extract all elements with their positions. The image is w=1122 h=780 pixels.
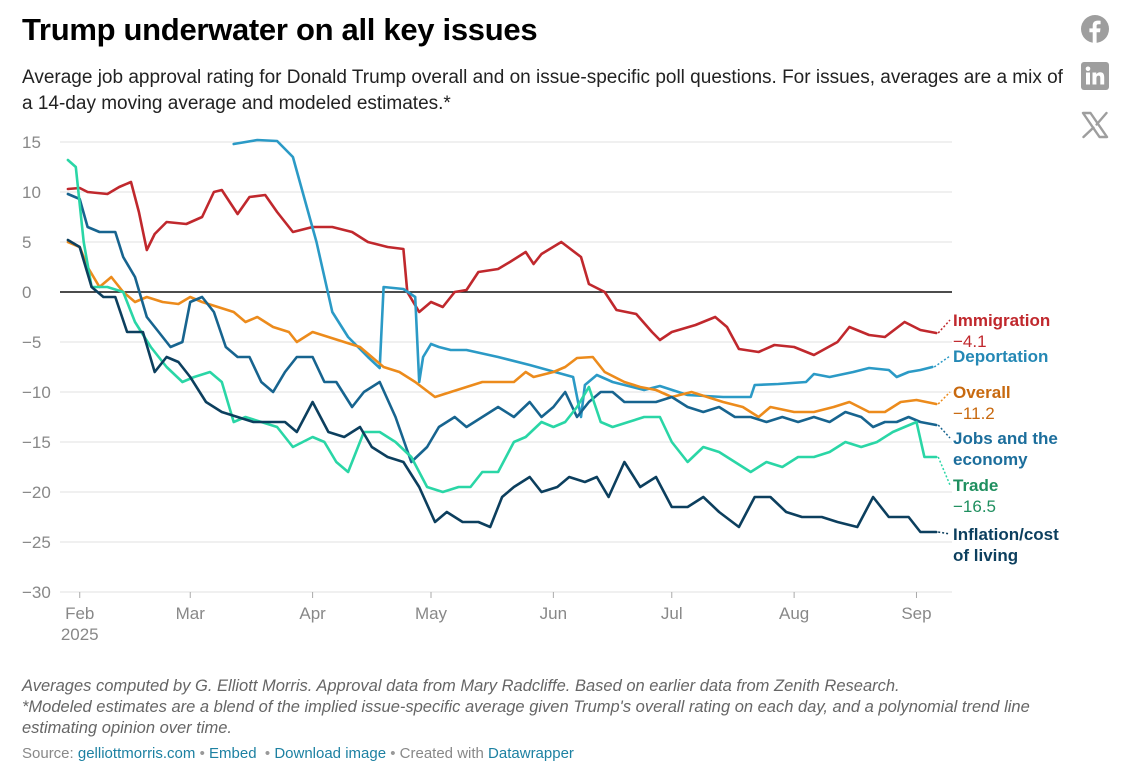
source-link[interactable]: gelliottmorris.com xyxy=(77,745,196,762)
y-tick-label: 0 xyxy=(22,283,31,302)
x-tick-label: Sep xyxy=(901,604,931,623)
x-tick-label: Jul xyxy=(661,604,683,623)
x-tick-label: Mar xyxy=(176,604,206,623)
jobs-and-the-economy-label: economy xyxy=(953,450,1028,469)
x-tick-sublabel: 2025 xyxy=(61,625,99,644)
x-tick-label: May xyxy=(415,604,448,623)
overall-value-label: −11.2 xyxy=(953,404,995,423)
footnotes: Averages computed by G. Elliott Morris. … xyxy=(22,676,1107,739)
immigration-connector xyxy=(937,319,951,334)
overall-connector xyxy=(937,391,951,405)
trade-value-label: −16.5 xyxy=(953,497,996,516)
immigration-value-label: −4.1 xyxy=(953,332,987,351)
x-tick-label: Jun xyxy=(540,604,567,623)
y-tick-label: −5 xyxy=(22,333,41,352)
y-tick-label: −30 xyxy=(22,583,51,602)
x-tick-label: Aug xyxy=(779,604,809,623)
created-with-label: Created with xyxy=(399,745,484,762)
facebook-icon[interactable] xyxy=(1080,14,1110,44)
x-tick-label: Apr xyxy=(299,604,326,623)
source-line: Source: gelliottmorris.com • Embed • Dow… xyxy=(22,745,574,762)
overall-line xyxy=(66,240,938,419)
overall-label: Overall xyxy=(953,383,1011,402)
chart-title: Trump underwater on all key issues xyxy=(22,12,538,47)
immigration-line xyxy=(66,180,938,357)
y-tick-label: −20 xyxy=(22,483,51,502)
trade-label: Trade xyxy=(953,476,998,495)
download-image-link[interactable]: Download image xyxy=(274,745,387,762)
embed-link[interactable]: Embed xyxy=(209,745,257,762)
x-icon[interactable] xyxy=(1080,110,1110,140)
deportation-connector xyxy=(933,355,951,368)
attribution-note: Averages computed by G. Elliott Morris. … xyxy=(22,677,900,695)
deportation-label: Deportation xyxy=(953,347,1048,366)
inflation-cost-of-living-label: of living xyxy=(953,546,1018,565)
inflation-cost-of-living-connector xyxy=(938,531,951,535)
y-tick-label: −25 xyxy=(22,533,51,552)
immigration-label: Immigration xyxy=(953,311,1050,330)
x-tick-label: Feb xyxy=(65,604,94,623)
datawrapper-link[interactable]: Datawrapper xyxy=(488,745,574,762)
methodology-note: *Modeled estimates are a blend of the im… xyxy=(22,698,1030,737)
inflation-cost-of-living-label: Inflation/cost xyxy=(953,525,1059,544)
jobs-and-the-economy-connector xyxy=(937,424,951,439)
chart-subtitle: Average job approval rating for Donald T… xyxy=(22,67,1063,114)
trade-connector xyxy=(937,456,951,486)
y-tick-label: 10 xyxy=(22,183,41,202)
inflation-cost-of-living-line xyxy=(66,238,938,534)
jobs-and-the-economy-line xyxy=(66,192,938,464)
y-tick-label: −15 xyxy=(22,433,51,452)
trade-line xyxy=(66,158,938,494)
source-label: Source: xyxy=(22,745,74,762)
deportation-line xyxy=(232,138,934,419)
line-chart: 15 10 5 0 −5 −10 −15 −20 −25 −30 Feb 2025 Mar Apr May J… xyxy=(22,133,1059,644)
y-tick-label: −10 xyxy=(22,383,51,402)
y-tick-label: 5 xyxy=(22,233,31,252)
linkedin-icon[interactable] xyxy=(1080,61,1110,91)
jobs-and-the-economy-label: Jobs and the xyxy=(953,429,1058,448)
y-tick-label: 15 xyxy=(22,133,41,152)
